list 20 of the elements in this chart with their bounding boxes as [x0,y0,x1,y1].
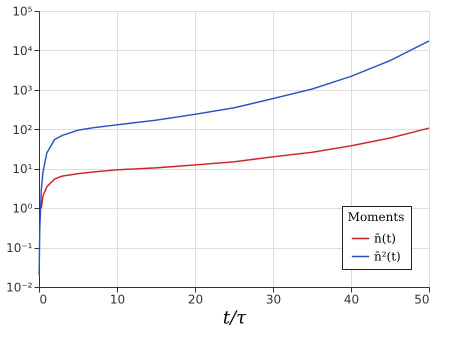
x-tick-label: 20 [188,292,204,306]
y-tick-label: 10⁴ [12,44,33,58]
x-tick-label: 10 [110,292,126,306]
x-tick-label: 0 [40,292,48,306]
legend-label: n̄²(t) [374,250,401,264]
y-tick-label: 10⁻² [6,280,33,294]
x-tick-label: 50 [414,292,430,306]
y-tick-label: 10² [12,122,33,137]
y-tick-label: 10⁵ [12,4,33,18]
line-series [40,127,430,209]
y-tick-label: 10⁻¹ [6,241,33,256]
y-tick-label: 10³ [12,83,33,98]
x-tick-label: 30 [266,292,282,306]
line-series [38,40,430,276]
legend-label: n̄(t) [374,232,396,246]
x-tick-label: 40 [344,292,360,306]
x-axis-title: t/τ [222,308,248,328]
y-tick-label: 10¹ [12,162,33,176]
y-tick-label: 10⁰ [12,202,33,216]
legend-title: Moments [348,210,404,224]
